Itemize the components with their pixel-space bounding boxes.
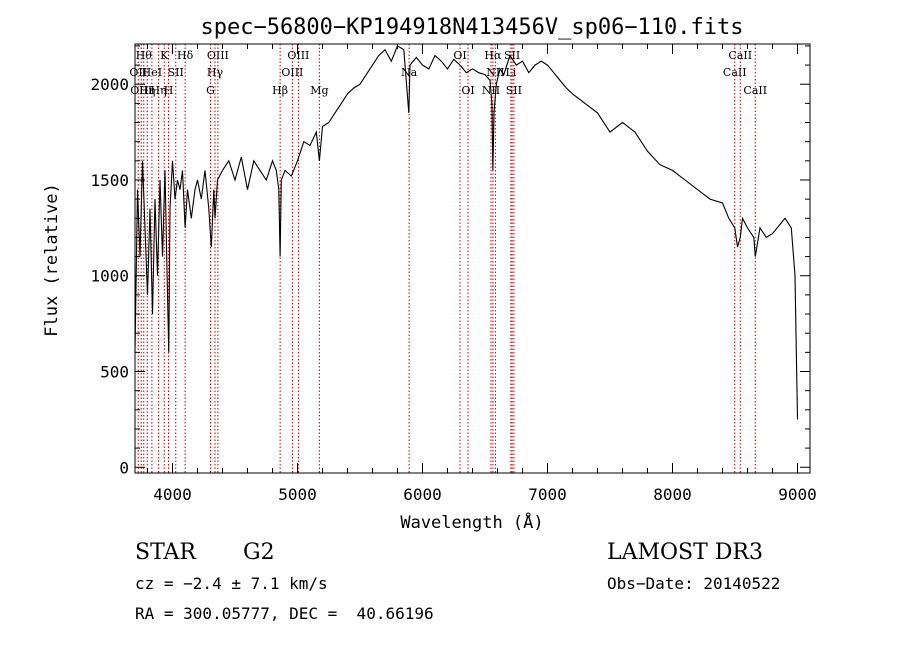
y-tick-label-500: 500 xyxy=(100,362,129,381)
line-marker-label-25: SII xyxy=(506,84,522,97)
plot-frame xyxy=(134,43,811,474)
line-marker-label-14: OIII xyxy=(281,66,303,79)
line-marker-label-12: OIII xyxy=(207,49,229,62)
line-marker-label-3: Hη xyxy=(139,84,155,97)
line-marker-label-7: H xyxy=(164,84,174,97)
x-tick-label-5000: 5000 xyxy=(278,485,317,504)
line-marker-label-15: OIII xyxy=(287,49,309,62)
line-marker-label-6: K xyxy=(160,49,169,62)
line-marker-label-18: OI xyxy=(453,49,466,62)
chart-title: spec−56800−KP194918N413456V_sp06−110.fit… xyxy=(200,15,743,40)
object-type: STAR xyxy=(135,540,196,565)
y-tick-label-1000: 1000 xyxy=(90,267,129,286)
redshift-text: cz = −2.4 ± 7.1 km/s xyxy=(135,574,328,593)
y-axis-label: Flux (relative) xyxy=(42,183,62,337)
line-marker-label-27: CaII xyxy=(728,49,752,62)
x-tick-label-4000: 4000 xyxy=(153,485,192,504)
x-tick-label-8000: 8000 xyxy=(653,485,692,504)
line-marker-label-16: Mg xyxy=(310,84,328,97)
emission-line-markers xyxy=(137,44,756,473)
y-tick-labels: 0 500 1000 1500 2000 xyxy=(90,75,129,477)
x-axis-label: Wavelength (Å) xyxy=(400,511,543,533)
y-tick-label-2000: 2000 xyxy=(90,75,129,94)
y-tick-label-0: 0 xyxy=(119,458,129,477)
line-marker-label-11: Hγ xyxy=(207,66,224,79)
line-marker-label-8: SII xyxy=(168,66,184,79)
x-tick-label-9000: 9000 xyxy=(778,485,817,504)
line-marker-label-19: OI xyxy=(461,84,474,97)
line-marker-label-26: CaII xyxy=(723,66,747,79)
line-marker-label-21: Hα xyxy=(484,49,502,62)
line-marker-label-23: Li xyxy=(505,66,516,79)
line-marker-label-1: OIII xyxy=(130,84,152,97)
line-marker-label-28: CaII xyxy=(743,84,767,97)
line-marker-label-24: SII xyxy=(504,49,520,62)
y-tick-label-1500: 1500 xyxy=(90,171,129,190)
x-tick-label-6000: 6000 xyxy=(403,485,442,504)
obs-date: Obs−Date: 20140522 xyxy=(607,574,781,593)
emission-line-labels: OII OIII Hθ Hη HeI Hη K H SII Hδ G Hγ OIII Hβ OIII OIII… xyxy=(129,49,767,97)
x-tick-labels: 4000 5000 6000 7000 8000 9000 xyxy=(153,485,817,504)
spectral-subclass: G2 xyxy=(243,540,275,565)
line-marker-label-0: OII xyxy=(129,66,147,79)
survey-name: LAMOST DR3 xyxy=(607,540,763,565)
line-marker-label-10: G xyxy=(206,84,215,97)
line-marker-label-9: Hδ xyxy=(177,49,194,62)
line-marker-label-5: Hη xyxy=(151,84,167,97)
line-marker-label-2: Hθ xyxy=(136,49,153,62)
x-tick-label-7000: 7000 xyxy=(528,485,567,504)
line-marker-label-4: HeI xyxy=(142,66,162,79)
line-marker-label-13: Hβ xyxy=(272,84,288,97)
coordinates: RA = 300.05777, DEC = 40.66196 xyxy=(135,604,434,623)
flux-series-line xyxy=(134,45,799,420)
axis-ticks xyxy=(135,44,810,473)
